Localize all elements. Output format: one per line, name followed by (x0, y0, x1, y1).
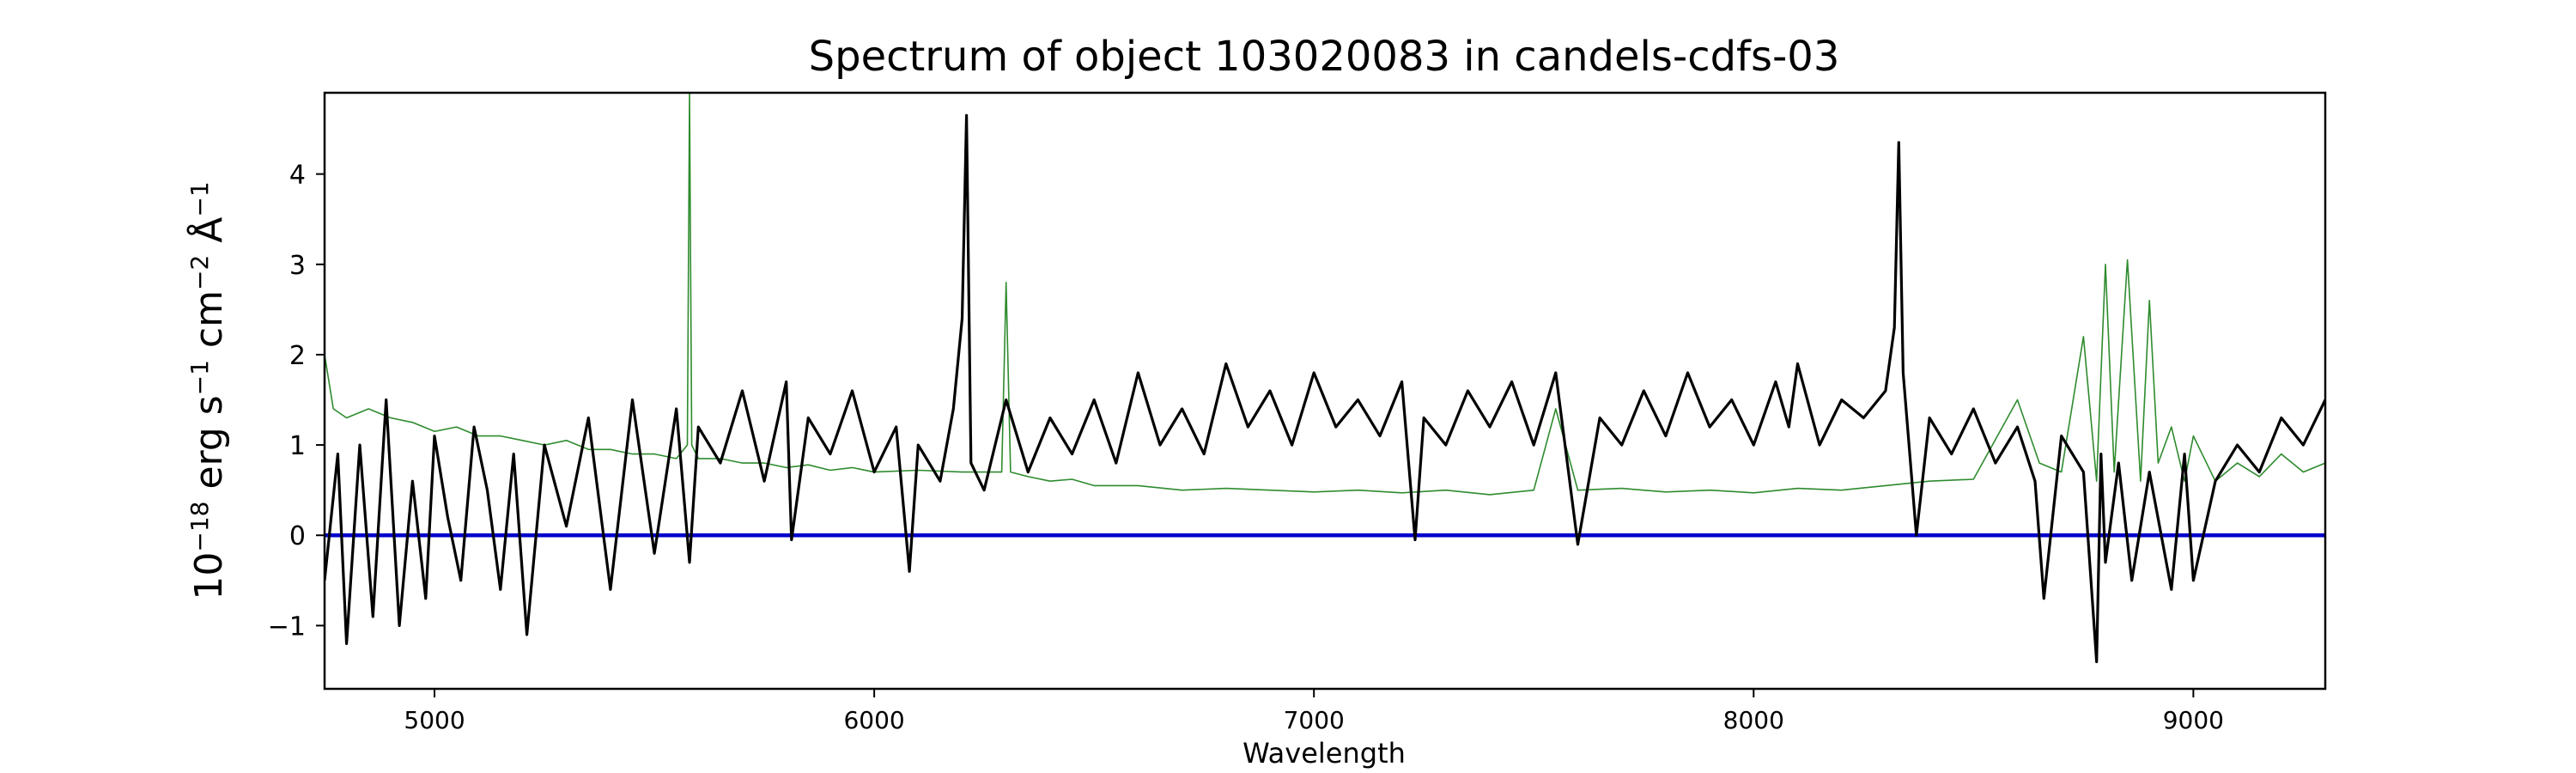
y-label-exp-2: −1 (185, 360, 214, 395)
y-label-unit-2: cm (187, 290, 231, 360)
x-tick-label: 5000 (404, 706, 465, 734)
y-label-base: 10 (187, 552, 231, 600)
y-label-exp-4: −1 (185, 181, 214, 216)
x-tick-label: 8000 (1723, 706, 1784, 734)
y-label-unit-3: Å (185, 217, 231, 255)
axes: 5000 6000 7000 8000 9000 −1 0 1 2 3 4 (268, 161, 2224, 734)
x-axis-label: Wavelength (1242, 737, 1406, 770)
y-tick-label: 2 (289, 341, 306, 371)
flux-series-line (325, 113, 2325, 664)
y-label-unit-1: erg s (187, 395, 231, 501)
x-tick-label: 6000 (843, 706, 904, 734)
plot-area (325, 93, 2325, 664)
y-tick-label: 0 (289, 521, 306, 551)
y-axis-label: 10−18 erg s−1 cm−2 Å−1 (185, 181, 232, 600)
plot-frame (323, 91, 2327, 691)
y-tick-label: 4 (289, 161, 306, 191)
x-tick-label: 7000 (1284, 706, 1345, 734)
y-tick-label: 1 (289, 431, 306, 461)
y-tick-label: 3 (289, 251, 306, 281)
y-label-exp-1: −18 (185, 502, 214, 552)
y-tick-label: −1 (268, 612, 306, 642)
chart-title: Spectrum of object 103020083 in candels-… (809, 33, 1840, 81)
y-label-exp-3: −2 (185, 255, 214, 290)
x-tick-label: 9000 (2163, 706, 2224, 734)
